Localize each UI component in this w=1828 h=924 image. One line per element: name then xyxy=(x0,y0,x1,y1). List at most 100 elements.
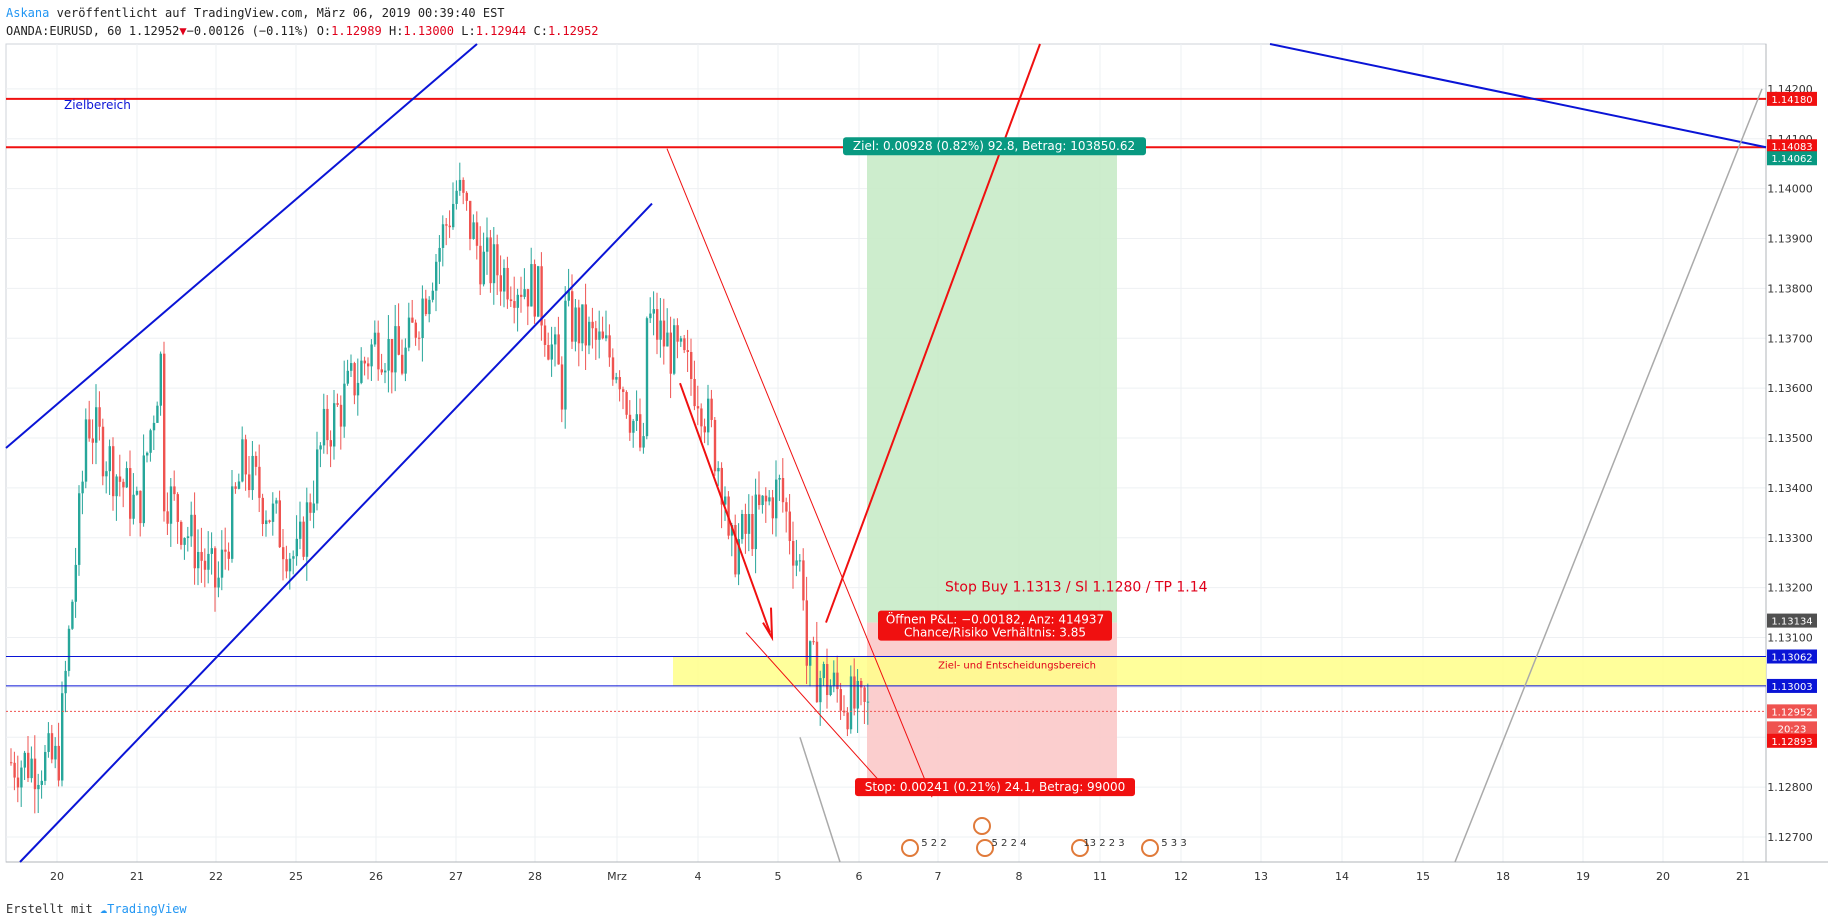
economic-event-icon xyxy=(973,817,991,835)
candle-body xyxy=(356,382,360,396)
candle-body xyxy=(135,490,139,495)
candle-body xyxy=(860,680,863,688)
candle-body xyxy=(846,712,849,730)
x-tick-label: 27 xyxy=(449,870,463,883)
candle-body xyxy=(418,337,421,339)
candle-body xyxy=(839,689,842,711)
trend-line xyxy=(19,202,653,863)
x-tick-label: 12 xyxy=(1174,870,1188,883)
candle-body xyxy=(605,335,608,339)
candle-body xyxy=(428,299,431,315)
tradingview-brand[interactable]: TradingView xyxy=(107,902,187,916)
price-axis-tag xyxy=(1767,139,1817,154)
price-axis-tag-text: 1.14062 xyxy=(1771,154,1812,165)
candle-body xyxy=(540,266,543,326)
candle-body xyxy=(764,495,768,502)
candle-body xyxy=(319,445,322,450)
candle-body xyxy=(326,408,329,441)
candle-body xyxy=(118,476,122,482)
candle-body xyxy=(452,203,455,228)
candle-body xyxy=(567,291,570,301)
economic-event-icon xyxy=(976,839,994,857)
price-axis-tag xyxy=(1767,613,1817,628)
candle-body xyxy=(778,477,781,480)
candle-body xyxy=(353,363,356,396)
y-tick-label: 1.13100 xyxy=(1767,632,1813,645)
candle-body xyxy=(754,494,757,550)
candle-body xyxy=(404,347,407,374)
candle-body xyxy=(703,426,706,433)
footer-label: Erstellt mit xyxy=(6,902,93,916)
economic-event-label: 5 2 2 4 xyxy=(992,838,1027,849)
candle-body xyxy=(377,332,380,370)
price-axis-tag xyxy=(1767,151,1817,166)
candle-body xyxy=(866,701,870,703)
candle-body xyxy=(47,733,50,752)
candle-body xyxy=(550,344,553,360)
x-tick-label: 8 xyxy=(1016,870,1023,883)
candle-body xyxy=(781,477,785,503)
candle-body xyxy=(101,426,105,477)
candle-body xyxy=(836,672,839,690)
candle-body xyxy=(707,398,710,433)
candle-body xyxy=(200,551,203,561)
candle-body xyxy=(390,339,394,373)
candle-body xyxy=(856,680,859,709)
candle-body xyxy=(710,398,713,420)
candle-body xyxy=(526,289,530,307)
candle-body xyxy=(496,244,499,276)
candle-body xyxy=(115,476,118,497)
candle-body xyxy=(112,446,115,497)
candle-body xyxy=(254,455,258,467)
x-tick-label: 15 xyxy=(1416,870,1430,883)
economic-event-label: 5 3 3 xyxy=(1161,838,1186,849)
price-axis-tag-text: 1.14180 xyxy=(1771,95,1812,106)
candle-body xyxy=(737,539,740,575)
candle-body xyxy=(57,745,60,781)
x-tick-label: 20 xyxy=(50,870,64,883)
trend-line xyxy=(5,43,478,449)
candle-body xyxy=(809,641,812,666)
candle-body xyxy=(649,313,652,319)
candle-body xyxy=(469,200,472,239)
y-tick-label: 1.13400 xyxy=(1767,482,1813,495)
candle-body xyxy=(210,548,213,554)
candle-body xyxy=(30,758,33,779)
candle-body xyxy=(683,338,686,351)
grey-line xyxy=(799,737,841,863)
candle-body xyxy=(142,455,145,524)
candle-body xyxy=(220,549,224,578)
candle-body xyxy=(574,307,577,342)
price-axis-tag-text: 1.14083 xyxy=(1771,142,1812,153)
candle-body xyxy=(159,353,162,406)
candle-body xyxy=(261,497,264,525)
stop-label-box xyxy=(855,778,1135,797)
y-tick-label: 1.13900 xyxy=(1767,233,1813,246)
candle-body xyxy=(346,370,349,384)
candle-body xyxy=(217,577,220,588)
candle-body xyxy=(594,328,598,340)
candle-body xyxy=(414,322,417,338)
price-axis-tag xyxy=(1767,649,1817,664)
y-tick-label: 1.14000 xyxy=(1767,183,1813,196)
candle-body xyxy=(203,560,207,570)
candle-body xyxy=(95,407,98,443)
x-tick-label: 28 xyxy=(528,870,542,883)
author-name[interactable]: Askana xyxy=(6,6,50,20)
candle-body xyxy=(343,383,346,427)
candle-body xyxy=(788,511,791,542)
x-tick-label: Mrz xyxy=(607,870,627,883)
pnl-label-box xyxy=(878,610,1112,641)
y-tick-label: 1.12800 xyxy=(1767,781,1813,794)
candle-body xyxy=(560,364,564,410)
down-arrow-icon: ▼ xyxy=(179,24,187,38)
x-tick-label: 5 xyxy=(775,870,782,883)
candle-body xyxy=(734,525,737,575)
grey-line xyxy=(1454,88,1763,863)
candle-body xyxy=(792,541,795,566)
candle-body xyxy=(244,439,247,475)
candle-body xyxy=(125,468,128,488)
candle-body xyxy=(149,430,152,453)
tradingview-logo-icon[interactable]: ☁ xyxy=(99,902,108,916)
